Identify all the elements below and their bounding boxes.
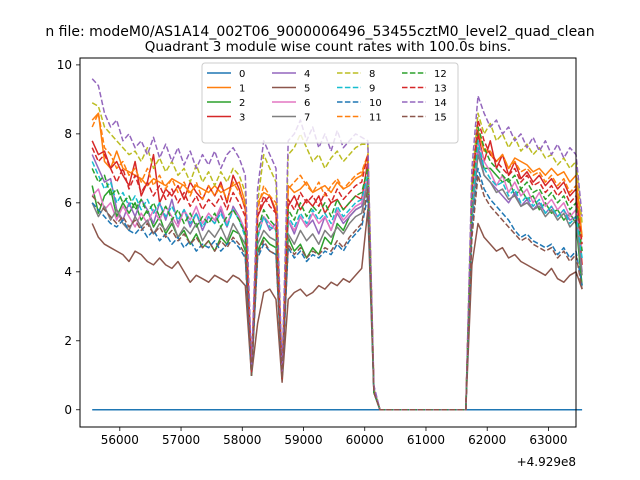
legend-label-9: 9 xyxy=(369,84,375,95)
x-tick-label: 57000 xyxy=(162,433,200,447)
legend-label-11: 11 xyxy=(369,113,382,124)
legend-label-14: 14 xyxy=(434,98,447,109)
x-tick-label: 58000 xyxy=(223,433,261,447)
x-tick-label: 60000 xyxy=(346,433,384,447)
y-tick-label: 2 xyxy=(64,334,72,348)
legend-label-3: 3 xyxy=(239,113,245,124)
y-tick-label: 10 xyxy=(57,58,72,72)
y-tick-label: 4 xyxy=(64,265,72,279)
legend-label-10: 10 xyxy=(369,98,382,109)
legend-label-15: 15 xyxy=(434,113,447,124)
legend-label-12: 12 xyxy=(434,69,447,80)
plot-area: 56000 57000 58000 59000 60000 61000 62000 63000… xyxy=(57,57,583,469)
series-line-5 xyxy=(91,208,583,411)
series-line-13 xyxy=(91,119,583,411)
legend-label-7: 7 xyxy=(304,113,310,124)
series-line-8 xyxy=(91,102,583,411)
series-line-1 xyxy=(91,112,583,411)
series-line-15 xyxy=(91,174,583,411)
x-axis: 56000 57000 58000 59000 60000 61000 62000 63000 xyxy=(101,427,568,447)
series-line-4 xyxy=(91,146,583,411)
legend-label-6: 6 xyxy=(304,98,310,109)
axes-frame xyxy=(79,57,577,428)
series-line-10 xyxy=(91,167,583,411)
series-line-11 xyxy=(91,112,583,411)
y-tick-label: 8 xyxy=(64,127,72,141)
chart-title: Quadrant 3 module wise count rates with … xyxy=(145,39,511,55)
legend-label-5: 5 xyxy=(304,84,310,95)
series-line-14 xyxy=(91,78,583,411)
x-tick-label: 61000 xyxy=(407,433,445,447)
series-line-7 xyxy=(91,153,583,411)
x-tick-label: 63000 xyxy=(529,433,567,447)
series-line-9 xyxy=(91,140,583,411)
x-axis-offset-label: +4.929e8 xyxy=(517,455,576,469)
series-layer xyxy=(91,78,583,411)
y-tick-label: 0 xyxy=(64,403,72,417)
legend-label-0: 0 xyxy=(239,69,245,80)
legend-label-2: 2 xyxy=(239,98,245,109)
legend-label-8: 8 xyxy=(369,69,375,80)
legend-label-13: 13 xyxy=(434,84,447,95)
legend-box xyxy=(201,62,459,144)
y-axis: 0 2 4 6 8 10 xyxy=(57,58,80,417)
x-tick-label: 62000 xyxy=(468,433,506,447)
x-tick-label: 56000 xyxy=(101,433,139,447)
series-line-6 xyxy=(91,140,583,411)
legend-label-4: 4 xyxy=(304,69,310,80)
figure-suptitle: n file: modeM0/AS1A14_002T06_9000006496_… xyxy=(45,24,594,40)
x-tick-label: 59000 xyxy=(284,433,322,447)
y-tick-label: 6 xyxy=(64,196,72,210)
legend-label-1: 1 xyxy=(239,84,245,95)
